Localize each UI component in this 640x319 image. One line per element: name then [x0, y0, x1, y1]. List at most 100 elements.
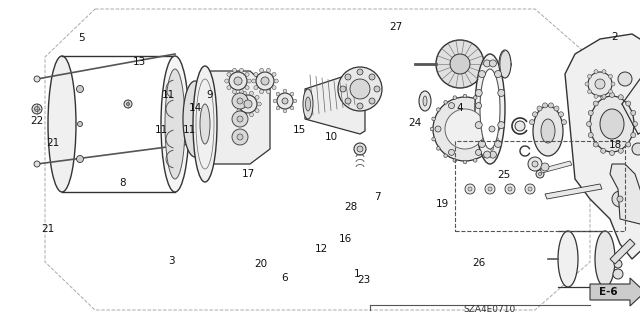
Ellipse shape — [533, 106, 563, 156]
Circle shape — [237, 95, 241, 100]
Text: 26: 26 — [472, 258, 485, 268]
Circle shape — [124, 100, 132, 108]
Ellipse shape — [480, 69, 500, 149]
Circle shape — [32, 104, 42, 114]
Circle shape — [266, 90, 271, 94]
Text: 12: 12 — [315, 244, 328, 254]
Circle shape — [432, 137, 435, 141]
Circle shape — [225, 79, 228, 83]
Text: 11: 11 — [162, 90, 175, 100]
Text: 2: 2 — [611, 32, 618, 42]
Circle shape — [77, 155, 83, 162]
Text: 28: 28 — [344, 202, 357, 212]
Circle shape — [243, 91, 246, 95]
Circle shape — [272, 85, 276, 90]
Ellipse shape — [558, 231, 578, 287]
Circle shape — [593, 101, 598, 106]
Circle shape — [283, 109, 287, 113]
Polygon shape — [590, 278, 640, 306]
Text: 4: 4 — [456, 103, 463, 113]
Ellipse shape — [200, 104, 210, 144]
Polygon shape — [195, 71, 270, 164]
Ellipse shape — [183, 81, 207, 157]
Circle shape — [354, 143, 366, 155]
Circle shape — [602, 94, 606, 98]
Polygon shape — [545, 184, 602, 199]
Ellipse shape — [433, 97, 497, 161]
Bar — [455, 141, 625, 231]
Circle shape — [594, 70, 598, 74]
Circle shape — [244, 100, 252, 108]
Circle shape — [484, 151, 491, 158]
Circle shape — [252, 79, 256, 83]
Circle shape — [559, 112, 564, 117]
Circle shape — [34, 161, 40, 167]
Circle shape — [227, 72, 231, 76]
Circle shape — [77, 85, 83, 93]
Circle shape — [561, 120, 566, 125]
Circle shape — [588, 133, 593, 137]
Circle shape — [490, 151, 497, 158]
Circle shape — [618, 95, 623, 100]
Text: 5: 5 — [79, 33, 85, 43]
Text: 18: 18 — [609, 140, 622, 150]
Circle shape — [237, 116, 243, 122]
Ellipse shape — [48, 56, 76, 192]
Ellipse shape — [305, 97, 310, 111]
Polygon shape — [610, 164, 640, 224]
Circle shape — [237, 134, 243, 140]
Circle shape — [495, 140, 502, 147]
Circle shape — [585, 82, 589, 86]
Circle shape — [357, 103, 363, 109]
Circle shape — [496, 127, 500, 131]
Circle shape — [609, 93, 614, 98]
Text: 9: 9 — [207, 90, 213, 100]
Circle shape — [483, 154, 486, 158]
Ellipse shape — [338, 67, 382, 111]
Circle shape — [34, 76, 40, 82]
Text: 21: 21 — [46, 138, 59, 148]
Circle shape — [254, 85, 258, 90]
Ellipse shape — [350, 79, 370, 99]
Circle shape — [614, 260, 622, 268]
Circle shape — [609, 74, 612, 78]
Ellipse shape — [600, 109, 624, 139]
Circle shape — [444, 100, 447, 104]
Circle shape — [474, 96, 477, 100]
Circle shape — [463, 160, 467, 164]
Circle shape — [479, 70, 486, 78]
Ellipse shape — [505, 184, 515, 194]
Text: 14: 14 — [189, 103, 202, 113]
Circle shape — [255, 95, 259, 100]
Text: 7: 7 — [374, 192, 381, 202]
Text: E-6: E-6 — [598, 287, 618, 297]
Text: 22: 22 — [31, 115, 44, 126]
Circle shape — [77, 122, 83, 127]
Circle shape — [476, 149, 481, 155]
Circle shape — [245, 85, 249, 90]
Circle shape — [276, 106, 280, 110]
Circle shape — [273, 99, 277, 103]
Circle shape — [588, 90, 591, 94]
Circle shape — [293, 99, 297, 103]
Ellipse shape — [590, 96, 634, 152]
Circle shape — [340, 86, 346, 92]
Text: 15: 15 — [293, 125, 306, 135]
Circle shape — [479, 140, 486, 147]
Circle shape — [250, 113, 253, 117]
Circle shape — [631, 110, 636, 115]
Text: 21: 21 — [42, 224, 54, 234]
Circle shape — [617, 196, 623, 202]
Circle shape — [435, 126, 441, 132]
Text: 1: 1 — [354, 269, 360, 279]
Circle shape — [490, 60, 497, 67]
Circle shape — [436, 147, 440, 150]
Circle shape — [374, 86, 380, 92]
Text: 13: 13 — [133, 57, 146, 67]
Circle shape — [483, 100, 486, 104]
Circle shape — [631, 133, 636, 137]
Text: 23: 23 — [357, 275, 370, 285]
Circle shape — [593, 142, 598, 147]
Ellipse shape — [475, 54, 505, 164]
Circle shape — [554, 106, 559, 111]
